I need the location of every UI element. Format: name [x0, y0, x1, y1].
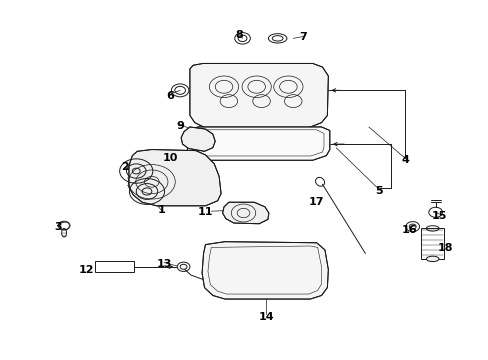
Bar	[95, 261, 134, 272]
Text: 11: 11	[197, 207, 213, 217]
Ellipse shape	[426, 256, 438, 262]
Text: 10: 10	[163, 153, 178, 163]
Text: 8: 8	[235, 30, 243, 40]
Text: 3: 3	[54, 222, 62, 231]
Text: 17: 17	[308, 197, 324, 207]
Text: 6: 6	[166, 91, 174, 101]
Text: 2: 2	[121, 162, 129, 172]
Text: 13: 13	[156, 259, 171, 269]
Polygon shape	[189, 63, 328, 128]
Polygon shape	[187, 127, 329, 160]
Polygon shape	[129, 149, 221, 206]
Text: 14: 14	[258, 312, 274, 322]
Text: 16: 16	[401, 225, 416, 235]
Text: 7: 7	[299, 32, 306, 41]
Text: 15: 15	[431, 211, 447, 221]
Text: 18: 18	[437, 243, 452, 253]
Text: 1: 1	[158, 206, 165, 216]
Polygon shape	[202, 242, 328, 299]
Bar	[420, 228, 444, 259]
Polygon shape	[222, 202, 268, 224]
Polygon shape	[181, 127, 215, 151]
Text: 12: 12	[78, 265, 94, 275]
Text: 9: 9	[176, 121, 183, 131]
Text: 4: 4	[401, 155, 408, 165]
Text: 5: 5	[374, 186, 382, 196]
